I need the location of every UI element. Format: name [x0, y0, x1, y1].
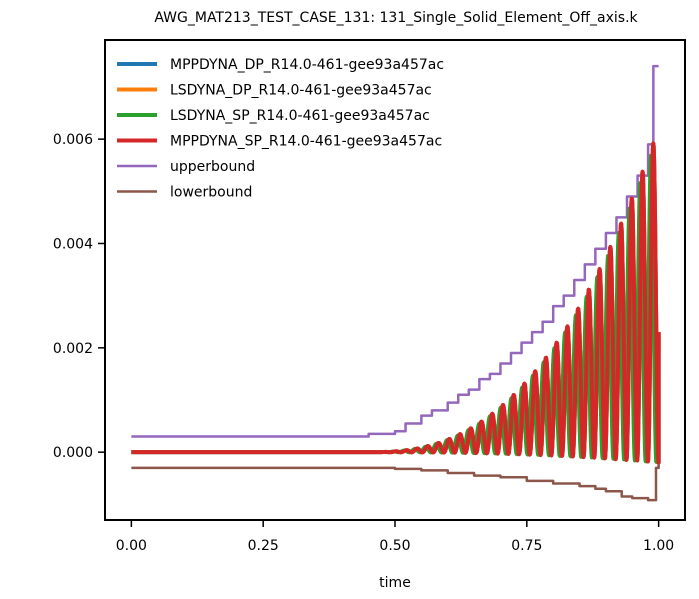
x-tick-label: 0.00 — [116, 538, 147, 554]
legend-label: lowerbound — [170, 185, 252, 201]
x-axis: 0.00 0.25 0.50 0.75 1.00 — [116, 520, 674, 554]
y-tick-label: 0.006 — [53, 132, 93, 148]
plot-lines — [129, 64, 661, 502]
y-axis: 0.000 0.002 0.004 0.006 — [53, 132, 105, 461]
x-tick-label: 0.25 — [248, 538, 279, 554]
legend-label: upperbound — [170, 159, 255, 175]
legend: MPPDYNA_DP_R14.0-461-gee93a457ac LSDYNA_D… — [117, 57, 444, 201]
series-line-lowerbound — [131, 426, 660, 502]
series-line-mppdyna-sp-r14-0-461-gee93a457ac — [129, 141, 661, 465]
legend-label: LSDYNA_SP_R14.0-461-gee93a457ac — [170, 108, 430, 124]
chart-title: AWG_MAT213_TEST_CASE_131: 131_Single_Sol… — [154, 10, 638, 26]
y-tick-label: 0.000 — [53, 445, 93, 461]
series-line-upperbound — [131, 64, 659, 438]
legend-label: MPPDYNA_DP_R14.0-461-gee93a457ac — [170, 57, 444, 73]
x-axis-label: time — [379, 575, 411, 591]
y-tick-label: 0.002 — [53, 341, 93, 357]
x-tick-label: 1.00 — [643, 538, 674, 554]
x-tick-label: 0.75 — [511, 538, 542, 554]
y-tick-label: 0.004 — [53, 236, 93, 252]
x-tick-label: 0.50 — [379, 538, 410, 554]
legend-label: LSDYNA_DP_R14.0-461-gee93a457ac — [170, 83, 432, 99]
legend-label: MPPDYNA_SP_R14.0-461-gee93a457ac — [170, 134, 442, 150]
